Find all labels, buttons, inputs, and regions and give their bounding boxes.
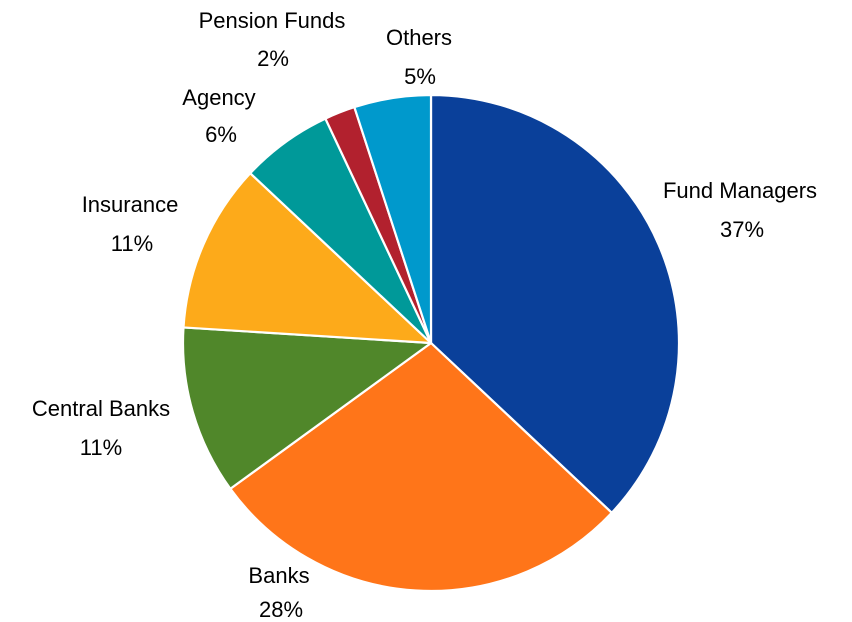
- slice-banks: [229, 341, 613, 593]
- slice-fund-managers: [429, 93, 681, 514]
- label-banks: Banks: [248, 563, 309, 588]
- label-fund-managers: Fund Managers: [663, 178, 817, 203]
- label-agency: Agency: [182, 85, 255, 110]
- value-fund-managers: 37%: [720, 217, 764, 242]
- slice-insurance: [182, 172, 433, 345]
- label-pension-funds: Pension Funds: [199, 8, 346, 33]
- value-insurance: 11%: [111, 231, 153, 256]
- label-central-banks: Central Banks: [32, 396, 170, 421]
- slice-others: [353, 93, 433, 345]
- value-banks: 28%: [259, 597, 303, 622]
- value-central-banks: 11%: [80, 435, 122, 460]
- pie-slices: [181, 93, 681, 593]
- value-pension-funds: 2%: [257, 46, 289, 71]
- slice-central-banks: [181, 326, 433, 490]
- label-insurance: Insurance: [82, 192, 179, 217]
- value-others: 5%: [404, 64, 436, 89]
- value-agency: 6%: [205, 122, 237, 147]
- label-others: Others: [386, 25, 452, 50]
